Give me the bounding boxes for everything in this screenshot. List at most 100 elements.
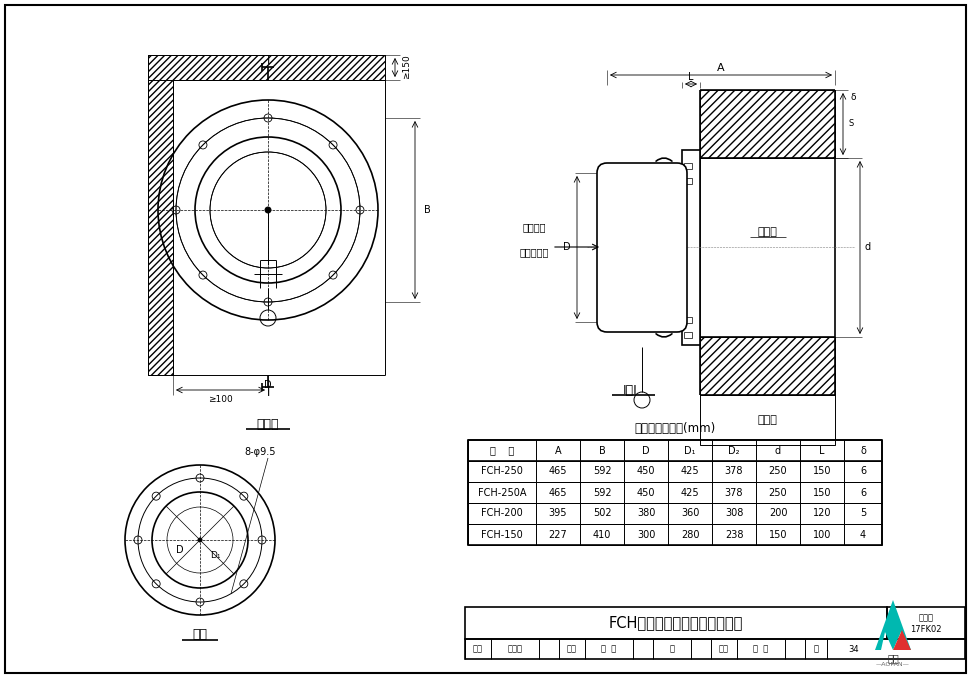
Text: FCH型防爆超压排气活门安装图: FCH型防爆超压排气活门安装图 [609,616,743,631]
Bar [700,395,835,445]
Text: 410: 410 [593,530,611,540]
Bar [684,178,692,184]
Text: 502: 502 [592,508,612,519]
Bar [465,639,965,659]
Text: S: S [849,119,854,129]
Text: 6: 6 [860,466,866,477]
Text: ≥150: ≥150 [403,55,412,79]
Text: A: A [554,445,561,456]
Text: D₁: D₁ [210,551,220,559]
Text: 立面图: 立面图 [256,418,280,431]
Text: I: I [266,56,270,66]
Text: D: D [176,545,184,555]
Text: 378: 378 [724,466,743,477]
Text: D₁: D₁ [685,445,696,456]
Bar [148,55,385,80]
Bar [700,337,835,395]
Text: d: d [865,242,871,252]
Bar [148,80,173,375]
Text: 刘  澜: 刘 澜 [601,645,617,654]
Text: L: L [688,72,693,82]
Text: 360: 360 [681,508,699,519]
Text: 120: 120 [813,508,831,519]
Text: 设计: 设计 [719,645,729,654]
Text: 150: 150 [813,466,831,477]
Bar [684,332,692,338]
Text: 奥凡: 奥凡 [887,653,899,663]
Text: 法兰: 法兰 [192,629,208,641]
Text: 280: 280 [681,530,699,540]
Circle shape [265,207,271,213]
Text: 465: 465 [549,487,567,498]
Text: 压排气方向: 压排气方向 [519,247,549,257]
Text: 17FK02: 17FK02 [910,624,942,633]
Text: 5: 5 [860,508,866,519]
Text: 465: 465 [549,466,567,477]
Circle shape [198,538,202,542]
Bar [684,317,692,323]
Bar [700,90,835,158]
Text: FCH-250: FCH-250 [481,466,523,477]
Text: 425: 425 [681,466,699,477]
Text: 592: 592 [592,487,612,498]
Text: D: D [563,242,571,252]
Polygon shape [893,630,911,650]
Bar [682,150,700,345]
Text: 250: 250 [769,466,787,477]
Text: 150: 150 [813,487,831,498]
Text: FCH-150: FCH-150 [481,530,522,540]
Text: 主要外形尺寸表(mm): 主要外形尺寸表(mm) [634,422,716,435]
Text: D: D [642,445,650,456]
Text: L: L [820,445,824,456]
Text: 395: 395 [549,508,567,519]
Bar [465,607,887,639]
Bar [684,163,692,169]
Text: B: B [599,445,605,456]
Text: B: B [423,205,430,215]
Text: 8-φ9.5: 8-φ9.5 [245,447,276,457]
Text: FCH-200: FCH-200 [481,508,522,519]
Text: 150: 150 [769,530,787,540]
Text: 378: 378 [724,487,743,498]
FancyBboxPatch shape [597,163,687,332]
Text: 主体内超: 主体内超 [522,222,546,232]
Text: 300: 300 [637,530,655,540]
Text: 450: 450 [637,487,655,498]
Text: 450: 450 [637,466,655,477]
Text: 238: 238 [724,530,743,540]
Text: 图集号: 图集号 [919,614,933,622]
Text: 380: 380 [637,508,655,519]
Text: D: D [264,380,272,390]
Text: 100: 100 [813,530,831,540]
Text: 6: 6 [860,487,866,498]
Text: 审核: 审核 [473,645,483,654]
Text: 308: 308 [724,508,743,519]
Text: 陆饮方: 陆饮方 [508,645,522,654]
Text: 调: 调 [669,645,675,654]
Text: 校对: 校对 [567,645,577,654]
Text: d: d [775,445,781,456]
Text: δ: δ [851,94,855,102]
Text: 200: 200 [769,508,787,519]
Text: 425: 425 [681,487,699,498]
Text: I－I: I－I [622,384,637,397]
Text: —AOPAN—: —AOPAN— [876,662,910,668]
Text: ≥100: ≥100 [208,395,233,405]
Text: A: A [718,63,724,73]
Text: 34: 34 [849,645,859,654]
Text: 页: 页 [814,645,819,654]
Text: 型    号: 型 号 [490,445,514,456]
Text: 250: 250 [769,487,787,498]
Text: 592: 592 [592,466,612,477]
Text: 临空墙: 临空墙 [757,415,778,425]
Polygon shape [875,600,911,650]
Text: δ: δ [860,445,866,456]
Text: I: I [266,388,270,398]
Text: 227: 227 [549,530,567,540]
Bar [887,607,965,639]
Text: D₂: D₂ [728,445,740,456]
Text: FCH-250A: FCH-250A [478,487,526,498]
Bar [468,440,882,545]
Text: 蒋  曙: 蒋 曙 [753,645,769,654]
Text: 冲击波: 冲击波 [757,227,778,237]
